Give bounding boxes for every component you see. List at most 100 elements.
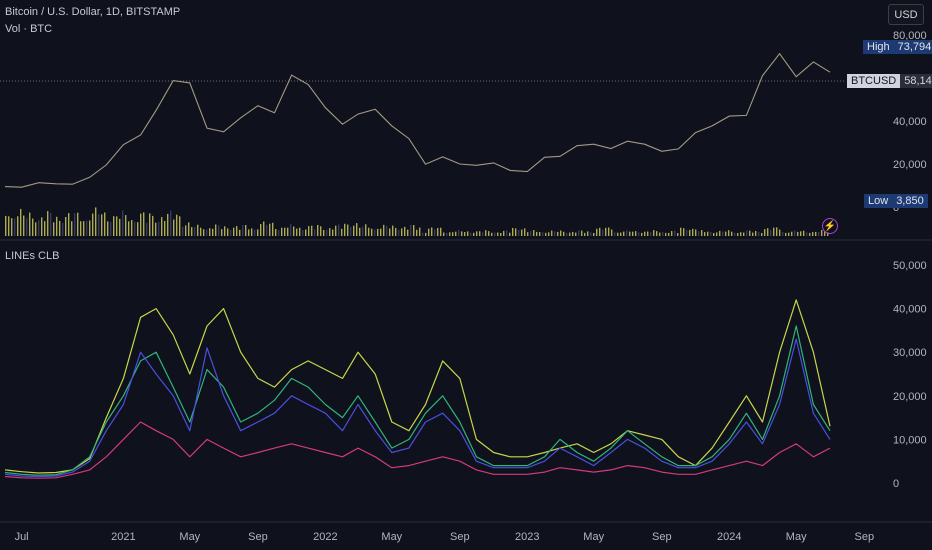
symbol-title[interactable]: Bitcoin / U.S. Dollar, 1D, BITSTAMP bbox=[5, 6, 181, 18]
volume-bar bbox=[398, 229, 400, 236]
volume-bar bbox=[272, 222, 274, 236]
volume-bar bbox=[164, 221, 166, 236]
volume-bar bbox=[185, 225, 187, 236]
volume-bar bbox=[761, 233, 763, 236]
volume-bar bbox=[365, 224, 367, 236]
volume-bar bbox=[179, 216, 181, 236]
volume-bar bbox=[344, 223, 346, 236]
volume-bar bbox=[290, 224, 292, 236]
volume-bar bbox=[98, 214, 100, 236]
volume-bar bbox=[596, 228, 598, 236]
volume-bar bbox=[104, 212, 106, 236]
indicator-axis-tick: 40,000 bbox=[893, 304, 927, 316]
volume-bar bbox=[554, 231, 556, 236]
volume-bar bbox=[671, 231, 673, 236]
volume-bar bbox=[245, 225, 247, 236]
volume-bar bbox=[233, 227, 235, 236]
time-axis-label: 2024 bbox=[717, 531, 741, 543]
volume-bar bbox=[557, 231, 559, 236]
volume-bar bbox=[659, 232, 661, 236]
volume-bar bbox=[461, 231, 463, 236]
volume-bar bbox=[446, 232, 448, 236]
high-label: High bbox=[863, 40, 894, 54]
volume-bar bbox=[59, 220, 61, 236]
volume-bar bbox=[413, 225, 415, 236]
volume-bar bbox=[479, 231, 481, 236]
pane-separators bbox=[0, 80, 932, 523]
volume-bar bbox=[128, 221, 130, 236]
volume-bar bbox=[158, 221, 160, 236]
volume-bar bbox=[482, 232, 484, 236]
volume-label[interactable]: Vol · BTC bbox=[5, 23, 53, 35]
time-axis-label: Sep bbox=[652, 531, 672, 543]
volume-bar bbox=[485, 230, 487, 236]
indicator-axis-tick: 50,000 bbox=[893, 260, 927, 272]
volume-bar bbox=[587, 231, 589, 236]
volume-bar bbox=[35, 222, 37, 236]
volume-bar bbox=[488, 231, 490, 236]
volume-bar bbox=[215, 224, 217, 236]
volume-bar bbox=[284, 227, 286, 236]
volume-bar bbox=[566, 232, 568, 236]
volume-bar bbox=[53, 222, 55, 236]
volume-bar bbox=[143, 212, 145, 236]
volume-bar bbox=[644, 231, 646, 236]
volume-bar bbox=[317, 225, 319, 236]
currency-button[interactable]: USD bbox=[888, 4, 924, 25]
time-axis-label: Jul bbox=[15, 531, 29, 543]
volume-bar bbox=[698, 231, 700, 236]
volume-bar bbox=[329, 228, 331, 236]
volume-bar bbox=[746, 230, 748, 236]
volume-bar bbox=[680, 227, 682, 236]
volume-bar bbox=[782, 232, 784, 236]
volume-bar bbox=[218, 225, 220, 236]
time-axis-label: 2021 bbox=[111, 531, 135, 543]
volume-bar bbox=[77, 212, 79, 236]
volume-bar bbox=[758, 232, 760, 236]
volume-bar bbox=[542, 232, 544, 236]
volume-bar bbox=[545, 232, 547, 236]
volume-bar bbox=[473, 232, 475, 236]
indicator-line-4 bbox=[4, 421, 831, 479]
volume-bar bbox=[755, 231, 757, 236]
volume-bar bbox=[323, 230, 325, 236]
time-axis-label: Sep bbox=[248, 531, 268, 543]
volume-bar bbox=[713, 233, 715, 236]
volume-bar bbox=[8, 216, 10, 236]
volume-bar bbox=[551, 230, 553, 236]
volume-bar bbox=[308, 226, 310, 236]
volume-bar bbox=[386, 226, 388, 236]
volume-bar bbox=[812, 232, 814, 236]
volume-bar bbox=[305, 229, 307, 236]
volume-bar bbox=[125, 215, 127, 236]
lightning-icon[interactable]: ⚡ bbox=[822, 218, 838, 234]
indicator-label[interactable]: LINEs CLB bbox=[5, 250, 60, 262]
volume-bar bbox=[539, 232, 541, 236]
indicator-axis-tick: 30,000 bbox=[893, 347, 927, 359]
volume-bar bbox=[647, 231, 649, 236]
volume-bar bbox=[32, 218, 34, 236]
volume-bar bbox=[803, 230, 805, 236]
volume-bar bbox=[296, 228, 298, 236]
volume-bar bbox=[155, 222, 157, 236]
volume-bar bbox=[455, 231, 457, 236]
volume-bar bbox=[497, 232, 499, 236]
volume-bar bbox=[821, 230, 823, 236]
volume-bar bbox=[251, 228, 253, 236]
volume-bar bbox=[71, 221, 73, 236]
volume-bar bbox=[776, 227, 778, 236]
volume-bar bbox=[44, 221, 46, 236]
volume-bar bbox=[752, 232, 754, 236]
volume-bar bbox=[617, 232, 619, 236]
volume-bar bbox=[314, 229, 316, 236]
volume-bar bbox=[614, 232, 616, 236]
volume-bar bbox=[584, 232, 586, 236]
volume-bar bbox=[20, 208, 22, 236]
volume-bar bbox=[182, 226, 184, 236]
volume-bar bbox=[740, 232, 742, 236]
volume-bar bbox=[593, 233, 595, 236]
volume-bar bbox=[107, 221, 109, 236]
volume-bar bbox=[695, 229, 697, 236]
